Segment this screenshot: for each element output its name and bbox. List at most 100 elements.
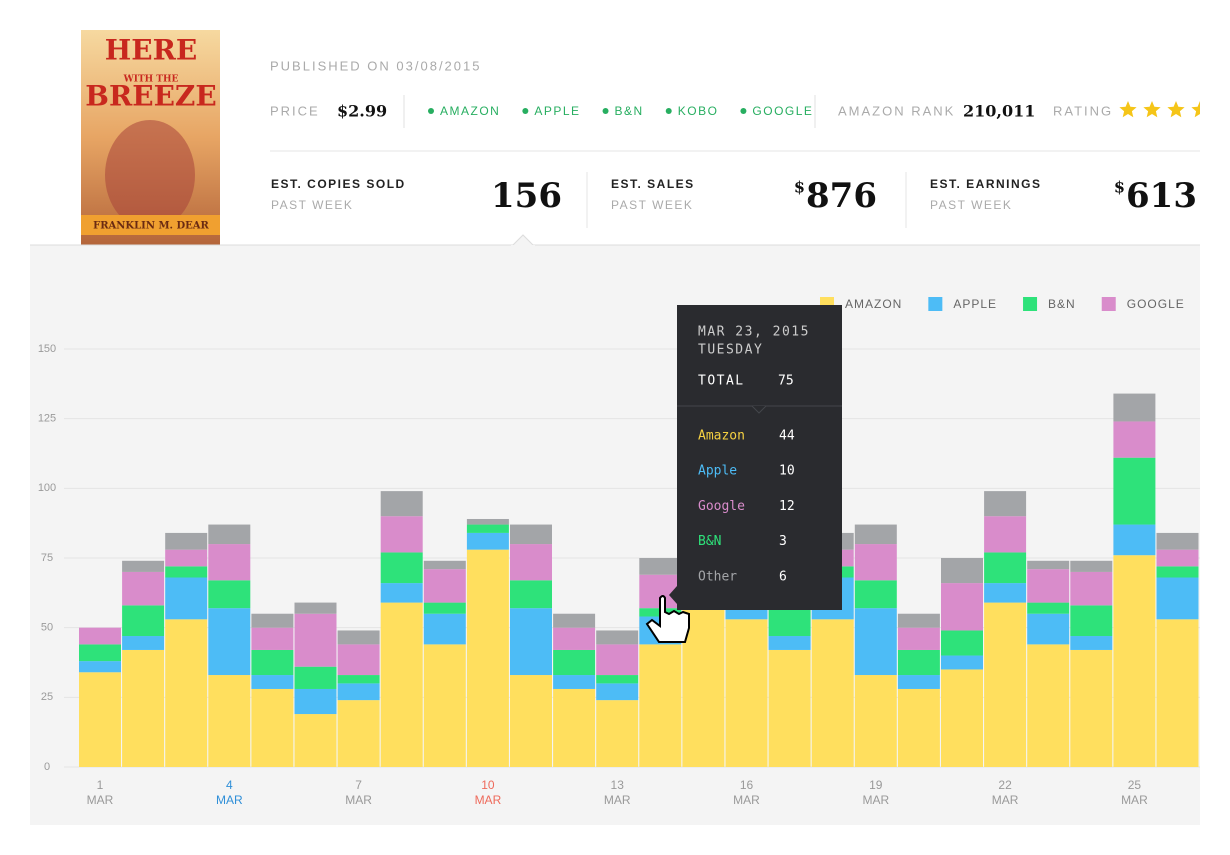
store-link[interactable]: GOOGLE (752, 104, 813, 118)
tooltip-item-value: 10 (779, 464, 795, 479)
rating-star (1167, 101, 1185, 118)
store-dot (740, 108, 747, 114)
tooltip-total-label: TOTAL (698, 374, 745, 389)
legend-label: AMAZON (845, 297, 902, 311)
store-dot (602, 108, 609, 114)
bar-segment (208, 524, 251, 545)
legend-swatch (928, 297, 943, 311)
tooltip-item-name: Google (698, 499, 745, 514)
store-link[interactable]: APPLE (534, 104, 580, 118)
bar-segment (984, 516, 1027, 553)
bar-segment (553, 627, 596, 650)
bar-segment (79, 644, 121, 662)
bar-segment (1113, 393, 1156, 422)
bar-segment (165, 532, 208, 550)
bar-segment (380, 491, 423, 517)
bar-segment (251, 627, 294, 650)
bar-segment (639, 558, 682, 575)
bar-segment (596, 683, 639, 701)
book-title-line: WITH THE (123, 75, 179, 85)
tooltip-item-value: 12 (779, 499, 795, 514)
tooltip-item-name: Amazon (698, 429, 745, 444)
bar-segment (768, 636, 811, 650)
bar-segment (984, 583, 1027, 603)
bar-segment (897, 675, 940, 689)
bar-segment (122, 605, 165, 637)
y-tick-label: 50 (41, 622, 53, 634)
rank-label: AMAZON RANK (838, 103, 955, 118)
x-tick-sublabel: MAR (604, 793, 631, 807)
bar-segment (1070, 605, 1113, 637)
bar-segment (1156, 532, 1199, 550)
tooltip-item-name: Other (698, 569, 737, 584)
bar-segment (165, 549, 208, 567)
bar-segment (423, 560, 466, 570)
stat-value: 613 (1126, 176, 1197, 216)
bar-segment (423, 569, 466, 603)
stat-value: 876 (806, 176, 877, 216)
bar-segment (380, 552, 423, 584)
bar-segment (337, 675, 380, 684)
x-tick-sublabel: MAR (345, 793, 372, 807)
x-tick-sublabel: MAR (1121, 793, 1148, 807)
x-tick-sublabel: MAR (475, 793, 502, 807)
bar-segment (122, 636, 165, 650)
bar-segment (165, 619, 208, 767)
bar-segment (596, 630, 639, 645)
bar-segment (294, 666, 337, 689)
bar-segment (811, 619, 854, 767)
bar-segment (897, 688, 940, 767)
x-tick-label: 19 (869, 778, 883, 792)
bar-segment (1027, 644, 1070, 767)
bar-segment (294, 602, 337, 614)
store-link[interactable]: KOBO (678, 104, 719, 118)
legend-label: B&N (1048, 297, 1076, 311)
panel-notch (510, 234, 536, 247)
store-link[interactable]: B&N (615, 104, 644, 118)
bar-segment (337, 644, 380, 676)
y-tick-label: 150 (38, 343, 56, 355)
y-tick-label: 25 (41, 691, 53, 703)
bar-segment (294, 688, 337, 715)
bar-segment (423, 644, 466, 767)
store-link[interactable]: AMAZON (440, 104, 500, 118)
bar-segment (208, 580, 251, 609)
x-tick-label: 25 (1128, 778, 1142, 792)
bar-segment (208, 675, 251, 767)
bar-segment (466, 532, 509, 550)
bar-segment (1156, 549, 1199, 567)
bar-segment (208, 608, 251, 676)
bar-segment (1027, 560, 1070, 570)
bar-segment (122, 649, 165, 767)
rating-label: RATING (1053, 103, 1113, 118)
bar-segment (768, 605, 811, 637)
stat-label: EST. EARNINGS (930, 177, 1042, 191)
bar-segment (79, 661, 121, 673)
x-tick-label: 16 (740, 778, 754, 792)
x-tick-label: 1 (97, 778, 104, 792)
tooltip-item-value: 3 (779, 534, 787, 549)
stat-label: EST. COPIES SOLD (271, 177, 406, 191)
bar-segment (510, 544, 552, 581)
book-title-line: HERE (105, 34, 197, 67)
bar-segment (897, 649, 940, 676)
tooltip-weekday: TUESDAY (698, 343, 763, 358)
author-band (81, 215, 220, 235)
tooltip-total: 75 (778, 374, 794, 389)
bar-segment (1113, 524, 1156, 556)
bar-segment (854, 524, 897, 545)
rank: 210,011 (963, 102, 1035, 121)
y-tick-label: 100 (38, 482, 56, 494)
bar-segment (897, 627, 940, 650)
bar-segment (639, 644, 682, 767)
bar-segment (380, 516, 423, 553)
bar-segment (337, 683, 380, 701)
x-tick-sublabel: MAR (862, 793, 889, 807)
bar-segment (423, 602, 466, 614)
store-dot (428, 108, 434, 114)
stat-label: EST. SALES (611, 177, 695, 191)
bar-segment (423, 613, 466, 645)
bar-segment (897, 613, 940, 628)
bar-segment (208, 544, 251, 581)
